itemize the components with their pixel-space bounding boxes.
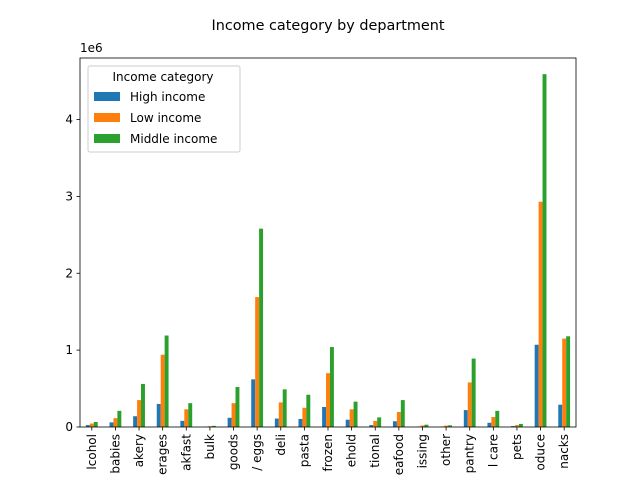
bar [109, 422, 114, 427]
y-tick-label: 0 [65, 420, 73, 434]
bar [349, 409, 354, 427]
bar [164, 335, 169, 427]
x-tick-label: pets [510, 434, 524, 460]
bar [259, 228, 264, 427]
chart-title: Income category by department [211, 18, 444, 34]
x-tick-label: pasta [297, 434, 311, 467]
bar [93, 422, 98, 427]
bar [282, 389, 287, 427]
x-tick-label: tional [368, 434, 382, 468]
bar [511, 426, 515, 427]
x-tick-label: nacks [557, 434, 571, 469]
bar [113, 418, 118, 427]
bar [444, 425, 449, 427]
bar [471, 358, 476, 427]
y-tick-label: 3 [65, 189, 73, 203]
bar [467, 382, 472, 427]
bar [566, 336, 571, 427]
x-tick-label: bulk [203, 434, 217, 460]
x-tick-label: akery [132, 434, 146, 467]
y-scale-label: 1e6 [80, 41, 103, 55]
bar [251, 379, 256, 427]
bar [377, 417, 382, 427]
bar [392, 421, 397, 427]
y-tick-label: 2 [65, 266, 73, 280]
bar [85, 425, 90, 427]
bar [278, 402, 283, 427]
bar [373, 420, 378, 427]
bar [518, 423, 523, 427]
bar [558, 404, 563, 427]
bar [424, 424, 429, 427]
bar [227, 417, 232, 427]
x-tick-label: l care [486, 434, 500, 467]
x-tick-label: / eggs [250, 434, 264, 471]
x-tick-label: issing [415, 434, 429, 468]
x-tick-label: oduce [534, 434, 548, 471]
bar [137, 400, 142, 427]
bar [156, 403, 161, 427]
bar [369, 425, 374, 427]
x-tick-label: lcohol [85, 434, 99, 470]
x-tick-label: deli [274, 434, 288, 456]
legend-entry: Middle income [130, 132, 217, 146]
axes-frame [79, 57, 577, 428]
legend-swatch [94, 113, 120, 122]
y-tick-label: 4 [65, 113, 73, 127]
bar [538, 201, 543, 427]
bar [255, 297, 260, 427]
bar [542, 74, 547, 428]
x-tick-label: ehold [345, 434, 359, 467]
bar [306, 394, 311, 427]
plot-area: 0 1 2 3 4 lcohol babies akery erages akfast bulk go… [65, 57, 577, 475]
bar [133, 416, 138, 427]
x-tick-label: eafood [392, 434, 406, 475]
bar [514, 425, 519, 427]
bar [487, 422, 492, 427]
x-tick-label: akfast [179, 434, 193, 471]
bar [231, 403, 236, 427]
bar [326, 373, 330, 427]
x-tick-label: pantry [463, 434, 477, 473]
bar [345, 419, 350, 427]
bar [396, 412, 401, 427]
bar [534, 344, 539, 427]
legend: Income category High income Low income Mid… [87, 65, 241, 153]
bar [495, 410, 500, 427]
x-tick-label: erages [156, 434, 170, 475]
x-tick-label: babies [108, 434, 122, 474]
bar [184, 409, 189, 427]
bar [274, 418, 279, 427]
legend-entry: Low income [130, 111, 201, 125]
legend-swatch [94, 92, 120, 101]
x-tick-label: other [439, 434, 453, 466]
bar [463, 410, 468, 427]
legend-swatch [94, 134, 120, 143]
legend-title: Income category [112, 70, 213, 84]
y-tick-label: 1 [65, 343, 73, 357]
bar [302, 407, 307, 427]
bar [420, 425, 425, 427]
bar [329, 347, 334, 427]
bar [448, 425, 452, 427]
bar [180, 420, 185, 427]
bar [160, 354, 165, 427]
bar [141, 383, 145, 427]
bar [491, 417, 496, 427]
bar [400, 400, 405, 427]
bar [235, 387, 240, 427]
bar [353, 401, 358, 427]
legend-entry: High income [130, 90, 205, 104]
x-tick-label: goods [227, 434, 241, 470]
bar [188, 403, 193, 427]
bar [562, 338, 567, 427]
bar [89, 423, 94, 427]
bar [117, 410, 122, 427]
legend-frame [87, 65, 241, 153]
bar [298, 418, 303, 427]
x-tick-label: frozen [321, 434, 335, 472]
bar [322, 407, 327, 427]
bar [211, 425, 216, 427]
